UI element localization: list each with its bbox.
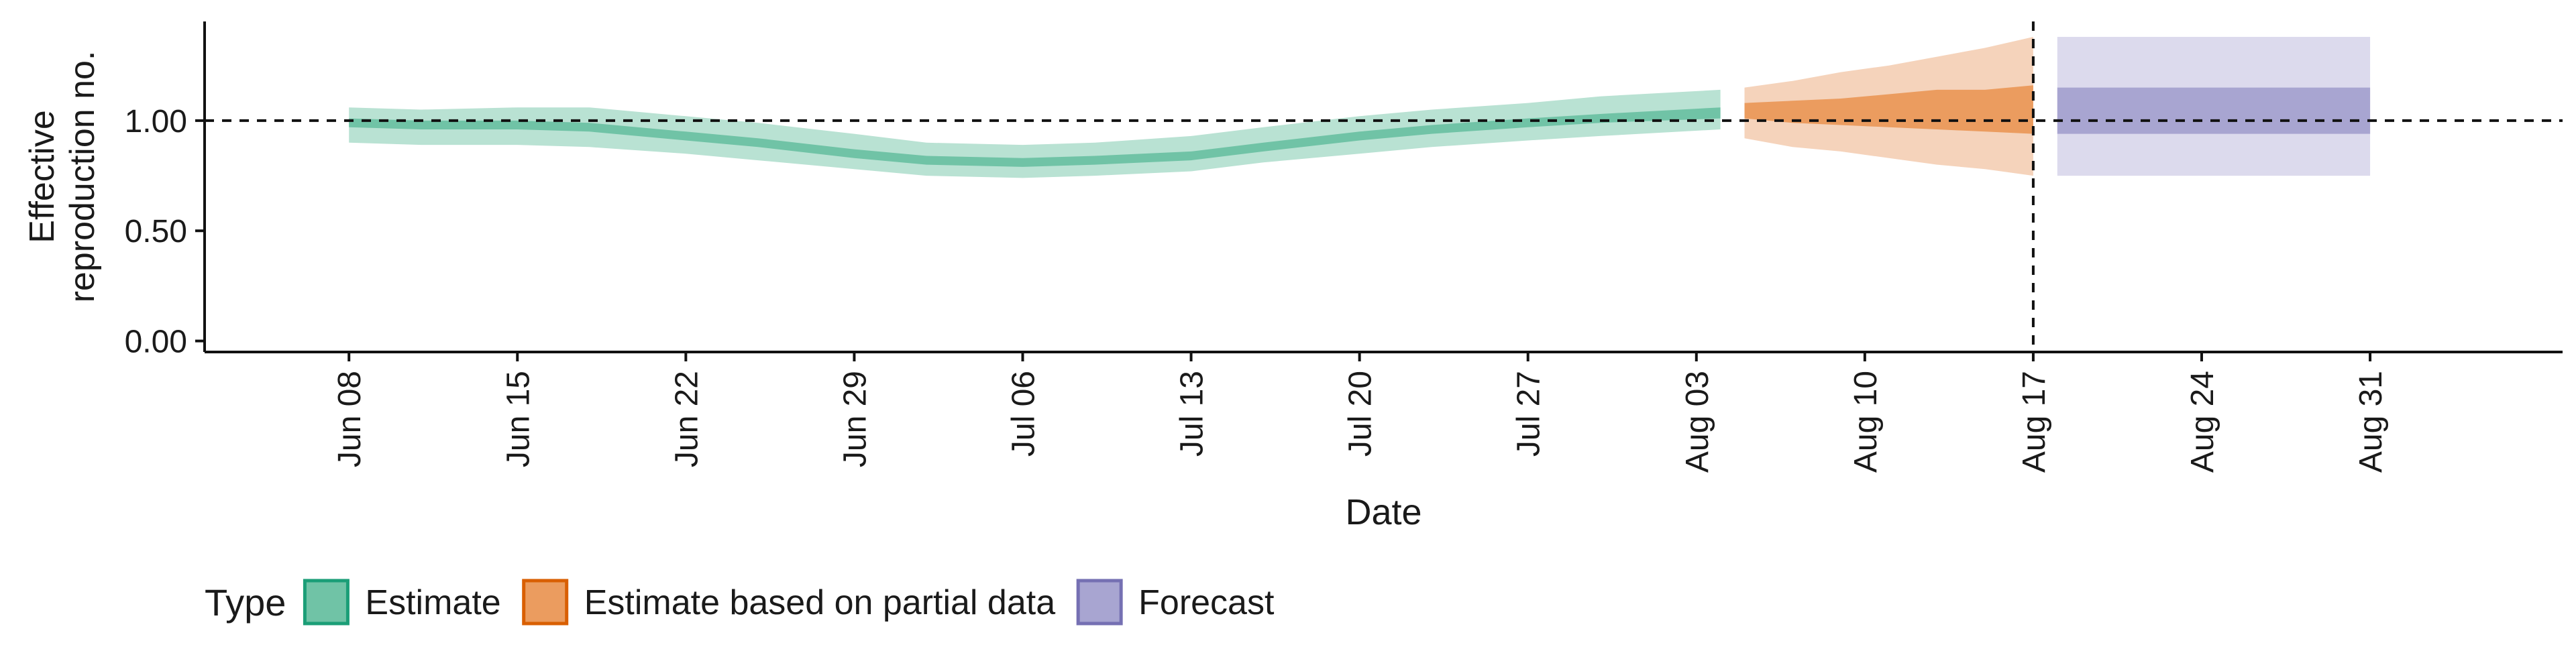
- x-tick-label: Aug 17: [2017, 371, 2052, 473]
- y-tick-label: 0.00: [125, 325, 187, 360]
- x-tick-label: Jun 15: [500, 371, 536, 467]
- x-tick-label: Aug 03: [1680, 371, 1715, 473]
- y-axis-label-line: reproduction no.: [63, 51, 102, 303]
- y-axis-label: Effectivereproduction no.: [23, 51, 102, 303]
- y-tick-label: 1.00: [125, 104, 187, 139]
- legend-swatch-forecast: [1076, 579, 1123, 626]
- x-tick-label: Jun 22: [669, 371, 704, 467]
- x-axis-label: Date: [1345, 492, 1421, 532]
- x-tick-label: Aug 31: [2353, 371, 2389, 473]
- x-tick-label: Jun 29: [837, 371, 873, 467]
- y-tick-label: 0.50: [125, 214, 187, 249]
- x-tick-label: Jul 13: [1175, 371, 1210, 457]
- x-tick-label: Aug 10: [1848, 371, 1884, 473]
- legend-swatch-estimate: [303, 579, 350, 626]
- axes-layer: 0.00 0.50 1.00 Jun 08 Jun 15 Jun 22 Jun 29 Jul …: [125, 21, 2563, 473]
- series-layer: [349, 37, 2371, 178]
- x-tick-label: Aug 24: [2185, 371, 2220, 473]
- ribbon-inner-forecast: [2057, 87, 2371, 134]
- legend-swatch-estimate-based-on-partial-data: [522, 579, 569, 626]
- legend-title: Type: [205, 581, 286, 624]
- axis-titles-layer: Effectivereproduction no. Date: [23, 51, 1422, 532]
- legend-label-estimate-based-on-partial-data: Estimate based on partial data: [584, 583, 1056, 622]
- x-tick-label: Jul 27: [1511, 371, 1547, 457]
- legend-label-estimate: Estimate: [365, 583, 500, 622]
- reference-lines-layer: [205, 21, 2563, 352]
- x-tick-label: Jun 08: [332, 371, 368, 467]
- legend-label-forecast: Forecast: [1138, 583, 1275, 622]
- x-tick-label: Jul 06: [1006, 371, 1042, 457]
- x-tick-label: Jul 20: [1343, 371, 1379, 457]
- legend: Type Estimate Estimate based on partial d…: [205, 579, 1275, 626]
- y-axis-label-line: Effective: [23, 110, 62, 243]
